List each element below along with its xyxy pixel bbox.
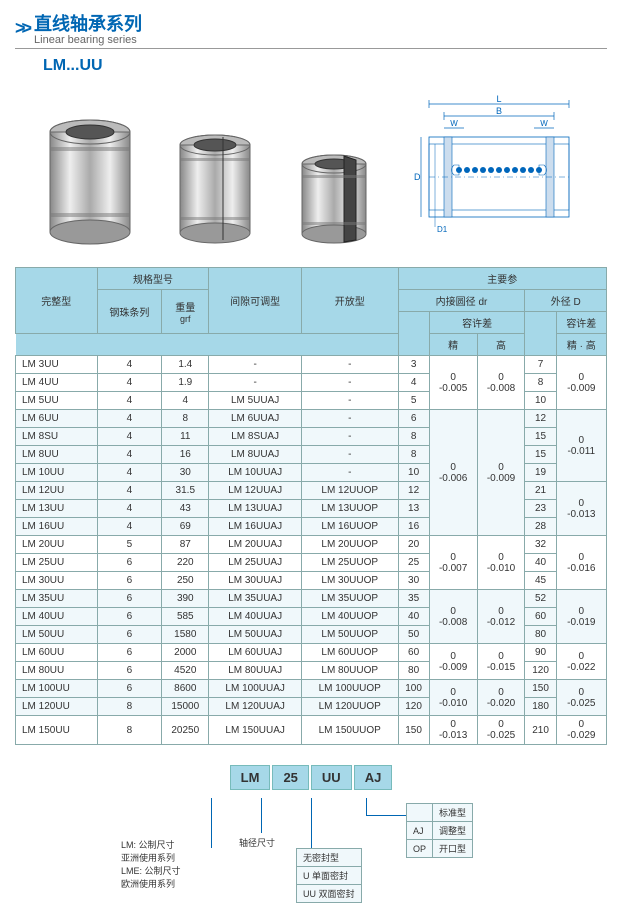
th-outer-dia: 外径 D [525, 290, 607, 312]
th-high: 高 [477, 334, 525, 356]
code-size: 25 [272, 765, 308, 790]
model-code: LM...UU [43, 57, 607, 75]
table-row: LM 6UU48LM 6UUAJ-60-0.0060-0.009120-0.01… [16, 410, 607, 428]
th-prec-high: 精 · 高 [556, 334, 606, 356]
breakdown-diagram: LM: 公制尺寸 亚洲使用系列 LME: 公制尺寸 欧洲使用系列 轴径尺寸 无密… [111, 798, 511, 888]
svg-text:D: D [414, 172, 421, 182]
table-row: LM 150UU820250LM 150UUAJLM 150UUOP1500-0… [16, 716, 607, 745]
technical-diagram: L B W W D D1 [409, 92, 579, 247]
svg-text:W: W [450, 119, 458, 128]
code-lm: LM [230, 765, 271, 790]
th-inner-dia: 内接圆径 dr [398, 290, 525, 312]
spec-table-header: 完整型 规格型号 间隙可调型 开放型 主要参 钢珠条列 重量grf 内接圆径 d… [16, 268, 607, 356]
th-tolerance: 容许差 [429, 312, 525, 334]
bearing-image-open [294, 152, 374, 247]
table-row: LM 3UU41.4--30-0.0050-0.00870-0.009 [16, 356, 607, 374]
title-chinese: 直线轴承系列 [34, 10, 142, 36]
table-row: LM 35UU6390LM 35UUAJLM 35UUOP350-0.0080-… [16, 590, 607, 608]
product-images-row: L B W W D D1 [25, 87, 597, 247]
th-adjustable: 间隙可调型 [209, 268, 302, 334]
th-spec-model: 规格型号 [97, 268, 209, 290]
bearing-image-adjustable [173, 132, 258, 247]
bearing-image-standard [43, 117, 138, 247]
code-seal: UU [311, 765, 352, 790]
code-type: AJ [354, 765, 393, 790]
th-precision: 精 [429, 334, 477, 356]
th-tolerance2: 容许差 [556, 312, 606, 334]
svg-text:L: L [497, 94, 502, 104]
table-row: LM 100UU68600LM 100UUAJLM 100UUOP1000-0.… [16, 680, 607, 698]
spec-table: 完整型 规格型号 间隙可调型 开放型 主要参 钢珠条列 重量grf 内接圆径 d… [15, 267, 607, 745]
title-english: Linear bearing series [34, 34, 142, 46]
seal-legend-table: 无密封型 U 单面密封 UU 双面密封 [296, 848, 362, 903]
table-row: LM 60UU62000LM 60UUAJLM 60UUOP600-0.0090… [16, 644, 607, 662]
th-weight: 重量grf [162, 290, 209, 334]
breakdown-codes-row: LM 25 UU AJ [111, 765, 511, 790]
chevron-icon: >> [15, 18, 28, 39]
spec-table-body: LM 3UU41.4--30-0.0050-0.00870-0.009LM 4U… [16, 356, 607, 745]
page-header: >> 直线轴承系列 Linear bearing series [15, 10, 607, 49]
th-open: 开放型 [301, 268, 398, 334]
th-main-param: 主要参 [398, 268, 606, 290]
table-row: LM 20UU587LM 20UUAJLM 20UUOP200-0.0070-0… [16, 536, 607, 554]
svg-text:B: B [496, 106, 502, 116]
th-complete: 完整型 [16, 268, 98, 334]
type-legend-table: 标准型 AJ调整型 OP开口型 [406, 803, 473, 858]
svg-text:D1: D1 [437, 225, 448, 234]
th-ball-rows: 钢珠条列 [97, 290, 162, 334]
svg-text:W: W [540, 119, 548, 128]
model-breakdown: LM 25 UU AJ LM: 公制尺寸 亚洲使用系列 LME: 公制尺寸 欧洲… [111, 765, 511, 888]
